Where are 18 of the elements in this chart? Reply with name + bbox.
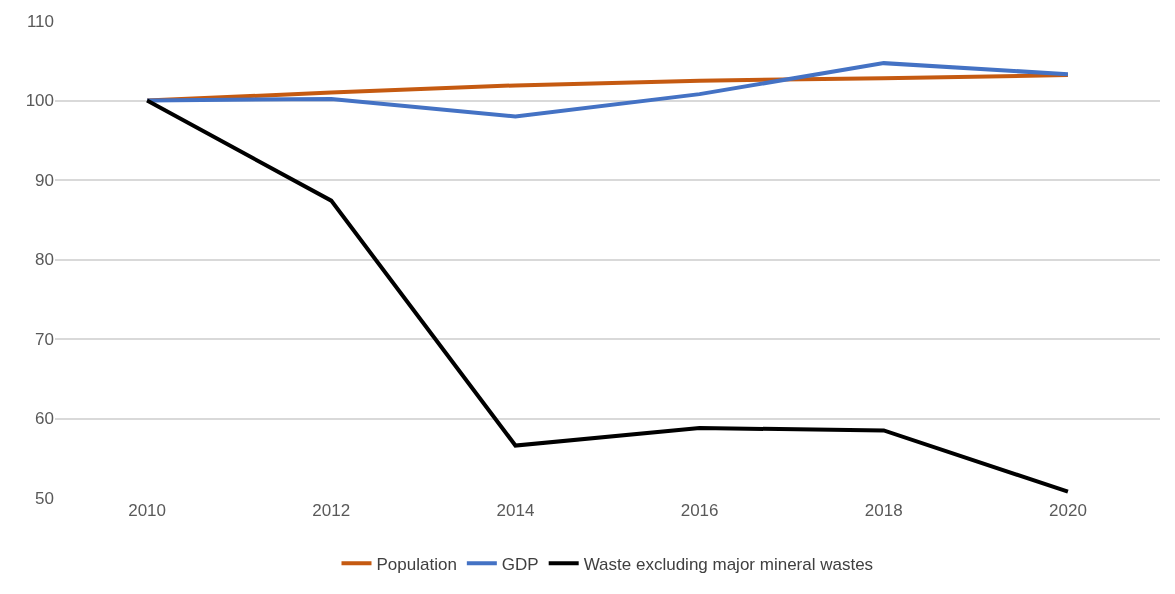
- y-tick-label: 80: [35, 250, 54, 270]
- legend-label: Waste excluding major mineral wastes: [583, 554, 874, 574]
- legend-label: GDP: [501, 554, 539, 574]
- y-tick-label: 60: [35, 409, 54, 429]
- y-tick-label: 100: [25, 91, 54, 111]
- legend-label: Population: [376, 554, 457, 574]
- x-tick-label: 2016: [680, 501, 719, 520]
- y-tick-label: 70: [35, 329, 54, 349]
- y-tick-label: 50: [35, 488, 54, 508]
- line-series: [145, 61, 1070, 119]
- y-tick-label: 90: [35, 170, 54, 190]
- x-tick-label: 2018: [864, 501, 903, 520]
- x-tick-label: 2020: [1049, 501, 1087, 520]
- x-tick-label: 2012: [312, 501, 351, 520]
- x-tick-label: 2010: [128, 501, 166, 520]
- line-series: [145, 98, 1070, 494]
- x-tick-label: 2014: [496, 501, 535, 520]
- y-tick-label: 110: [26, 11, 54, 31]
